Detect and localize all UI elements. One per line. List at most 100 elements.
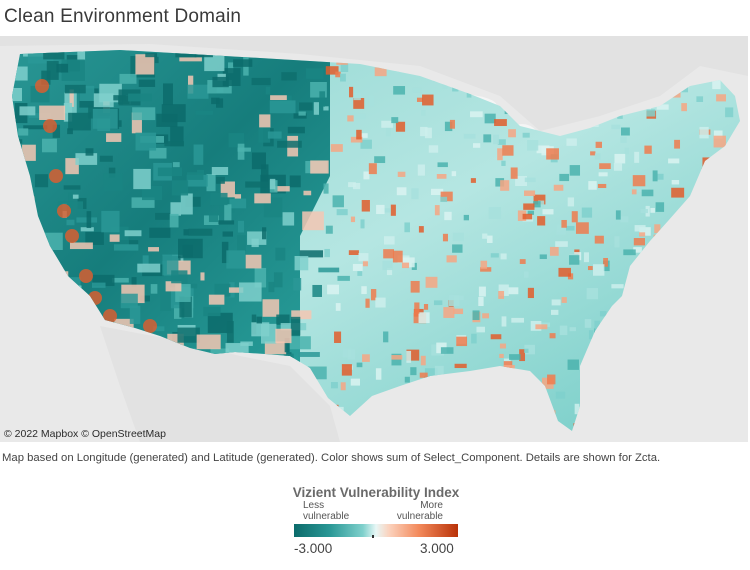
zcta-region [713,135,726,148]
zcta-region [517,210,527,221]
zcta-region [187,75,194,94]
zcta-region [216,176,225,184]
zcta-region [396,425,402,431]
zcta-region [493,368,501,375]
zcta-region [57,204,71,218]
zcta-region [228,62,234,74]
zcta-region [281,72,297,81]
zcta-region [334,404,339,412]
zcta-region [729,279,740,291]
zcta-region [106,133,122,142]
zcta-region [452,405,458,415]
zcta-region [226,250,245,269]
zcta-region [713,130,723,139]
zcta-region [730,334,740,345]
zcta-region [566,138,577,146]
zcta-region [593,412,601,424]
zcta-region [93,93,114,108]
zcta-region [34,174,49,188]
zcta-region [503,365,515,370]
zcta-region [340,63,349,73]
zcta-region [447,391,454,399]
zcta-region [363,171,370,180]
zcta-region [356,129,362,140]
zcta-region [478,286,486,297]
zcta-region [260,164,269,185]
zcta-region [509,354,521,360]
zcta-region [586,288,599,300]
zcta-region [655,202,665,212]
zcta-region [262,227,267,240]
zcta-region [651,341,660,353]
zcta-region [383,331,389,343]
zcta-region [352,263,363,271]
zcta-region [360,219,365,229]
zcta-region [711,405,725,415]
zcta-region [99,155,113,162]
zcta-region [575,222,589,234]
zcta-region [442,78,448,89]
zcta-region [549,410,556,422]
zcta-region [210,348,229,354]
zcta-region [701,167,713,177]
zcta-region [627,336,637,348]
zcta-region [88,291,102,305]
zcta-region [525,406,534,412]
zcta-region [382,260,393,271]
zcta-region [394,64,400,74]
zcta-region [251,77,271,86]
zcta-region [498,290,505,299]
zcta-region [387,424,394,430]
zcta-region [15,250,38,271]
zcta-region [567,359,579,370]
zcta-region [12,87,22,102]
zcta-region [420,126,428,137]
zcta-region [337,275,350,281]
zcta-region [310,160,329,174]
zcta-region [169,213,179,228]
zcta-region [499,343,507,349]
zcta-region [593,341,605,351]
zcta-region [109,400,117,418]
zcta-region [637,424,643,431]
zcta-region [131,112,142,134]
zcta-region [360,133,368,138]
zcta-region [677,82,689,93]
zcta-region [488,207,502,219]
zcta-region [668,315,681,327]
zcta-region [497,139,506,145]
zcta-region [672,91,681,98]
zcta-region [547,374,556,385]
map-canvas[interactable] [0,36,748,442]
zcta-region [161,104,186,123]
zcta-region [370,289,377,301]
zcta-region [499,353,504,358]
zcta-region [679,293,693,299]
zcta-region [324,248,330,258]
zcta-region [206,174,216,192]
zcta-region [414,302,420,314]
zcta-region [330,382,338,389]
zcta-region [733,372,740,378]
zcta-region [690,266,701,271]
choropleth-map[interactable]: © 2022 Mapbox © OpenStreetMap [0,36,748,442]
zcta-region [335,71,341,78]
zcta-region [451,171,457,177]
zcta-region [34,340,45,345]
zcta-region [731,318,740,326]
zcta-region [402,257,415,268]
zcta-region [629,391,641,402]
zcta-region [111,277,129,283]
zcta-region [396,187,407,196]
zcta-region [524,420,535,428]
zcta-region [35,324,41,341]
zcta-region [46,378,73,394]
zcta-region [22,144,36,161]
zcta-region [341,364,352,376]
zcta-region [86,211,92,229]
zcta-region [731,317,740,324]
zcta-region [171,180,189,196]
zcta-region [599,163,611,169]
zcta-region [620,216,629,223]
zcta-region [654,307,665,320]
